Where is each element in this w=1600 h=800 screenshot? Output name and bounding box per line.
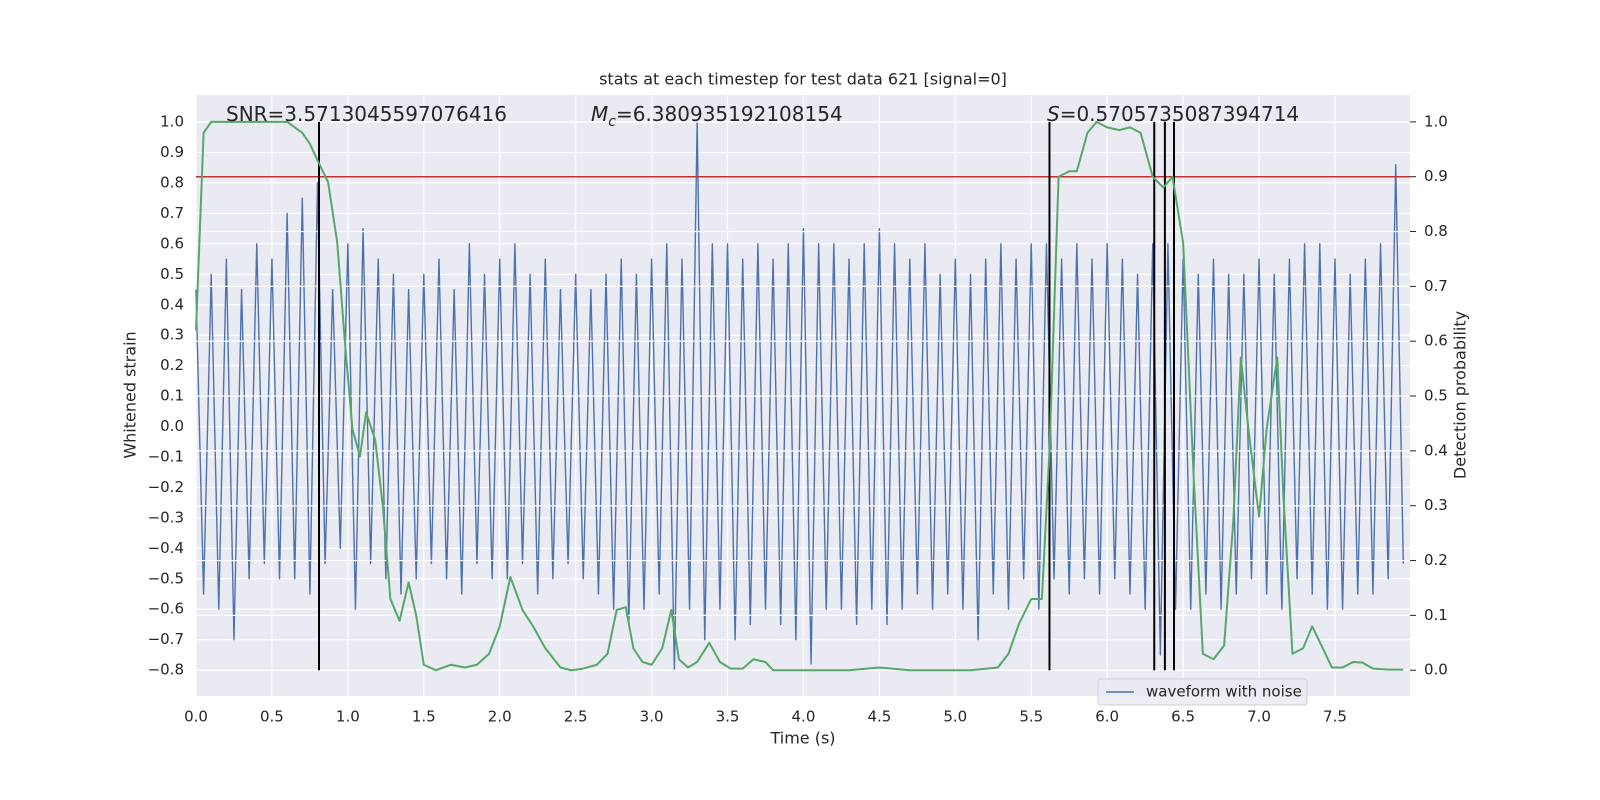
legend-label: waveform with noise <box>1146 683 1302 701</box>
waveform-layer <box>195 121 1405 671</box>
annotation: SNR=3.5713045597076416 <box>226 102 507 126</box>
x-tick-label: 6.5 <box>1171 708 1195 726</box>
annotation-symbol: S <box>1047 102 1060 126</box>
y-tick-label: −0.2 <box>148 478 184 496</box>
annotation: Mc=6.380935192108154 <box>591 102 843 130</box>
y-axis-label: Whitened strain <box>121 331 140 458</box>
y2-tick-label: 1.0 <box>1424 112 1448 130</box>
y2-tick-label: 0.6 <box>1424 332 1448 350</box>
y-tick-label: 0.0 <box>160 417 184 435</box>
x-tick-label: 7.5 <box>1323 708 1347 726</box>
y-tick-label: −0.3 <box>148 508 184 526</box>
x-tick-label: 0.5 <box>260 708 284 726</box>
y-tick-label: 0.1 <box>160 387 184 405</box>
annotation-text: =0.5705735087394714 <box>1060 102 1299 126</box>
x-tick-label: 2.5 <box>564 708 588 726</box>
y2-tick-label: 0.0 <box>1424 661 1448 679</box>
y-tick-label: 0.3 <box>160 326 184 344</box>
x-tick-label: 3.0 <box>640 708 664 726</box>
y-tick-label: 0.4 <box>160 295 184 313</box>
y-tick-label: −0.1 <box>148 448 184 466</box>
y-tick-label: 1.0 <box>160 113 184 131</box>
annotation-text: =6.380935192108154 <box>616 102 843 126</box>
annotation-text: SNR=3.5713045597076416 <box>226 102 507 126</box>
x-tick-label: 4.5 <box>867 708 891 726</box>
y-tick-label: −0.5 <box>148 569 184 587</box>
y-tick-label: −0.4 <box>148 539 184 557</box>
annotation-subscript: c <box>608 114 616 130</box>
x-tick-label: 5.5 <box>1019 708 1043 726</box>
x-tick-label: 2.0 <box>488 708 512 726</box>
overlay-layer: SNR=3.5713045597076416 Mc=6.3809351921081… <box>195 102 1410 706</box>
x-tick-label: 4.0 <box>792 708 816 726</box>
x-tick-label: 7.0 <box>1247 708 1271 726</box>
y-tick-label: −0.7 <box>148 630 184 648</box>
y-tick-label: 0.8 <box>160 173 184 191</box>
x-tick-label: 5.0 <box>943 708 967 726</box>
x-tick-label: 1.5 <box>412 708 436 726</box>
y2-axis-label: Detection probability <box>1451 311 1470 479</box>
y-tick-label: 0.7 <box>160 204 184 222</box>
series-line <box>195 120 1404 672</box>
x-tick-label: 0.0 <box>184 708 208 726</box>
y-tick-label: −0.8 <box>148 661 184 679</box>
series-line <box>195 121 1405 671</box>
chart-title: stats at each timestep for test data 621… <box>599 70 1007 89</box>
y-tick-label: 0.6 <box>160 234 184 252</box>
y-tick-label: −0.6 <box>148 600 184 618</box>
y2-tick-label: 0.1 <box>1424 606 1448 624</box>
x-axis-label: Time (s) <box>769 729 835 748</box>
x-tick-label: 6.0 <box>1095 708 1119 726</box>
right-grid <box>196 121 1410 671</box>
y2-tick-label: 0.8 <box>1424 222 1448 240</box>
y-tick-label: 0.9 <box>160 143 184 161</box>
legend: waveform with noise <box>1097 678 1308 706</box>
y2-tick-label: 0.7 <box>1424 277 1448 295</box>
y2-tick-label: 0.5 <box>1424 387 1448 405</box>
y-tick-label: 0.5 <box>160 265 184 283</box>
x-tick-label: 1.0 <box>336 708 360 726</box>
annotation-symbol: M <box>591 102 608 126</box>
y2-tick-label: 0.2 <box>1424 551 1448 569</box>
annotation: S=0.5705735087394714 <box>1047 102 1299 126</box>
y2-tick-label: 0.3 <box>1424 496 1448 514</box>
legend-box <box>1097 678 1308 706</box>
y2-tick-label: 0.4 <box>1424 441 1448 459</box>
y-tick-label: 0.2 <box>160 356 184 374</box>
y2-tick-label: 0.9 <box>1424 167 1448 185</box>
x-tick-label: 3.5 <box>716 708 740 726</box>
